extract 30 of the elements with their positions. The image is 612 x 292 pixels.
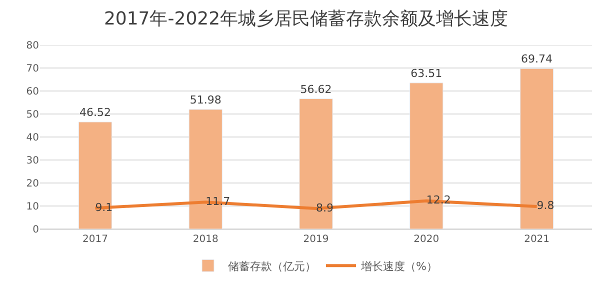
- x-tick-label: 2019: [303, 234, 329, 245]
- x-tick-label: 2020: [414, 234, 440, 245]
- bar: [299, 98, 333, 229]
- y-tick-label: 40: [26, 132, 39, 144]
- y-tick-label: 60: [26, 86, 39, 98]
- data-label: 51.98: [190, 93, 222, 106]
- y-tick-label: 30: [26, 156, 39, 166]
- bar: [520, 68, 554, 229]
- data-label: 69.74: [521, 52, 553, 66]
- x-tick-label: 2017: [82, 234, 108, 245]
- y-tick-label: 20: [26, 178, 39, 190]
- y-tick-label: 0: [32, 224, 39, 236]
- y-tick-label: 70: [26, 64, 39, 74]
- data-label: 56.62: [300, 82, 332, 96]
- y-tick-label: 10: [26, 202, 39, 212]
- bar: [78, 122, 112, 229]
- data-label: 12.2: [426, 194, 451, 207]
- data-label: 46.52: [79, 106, 111, 119]
- legend-label: 增长速度（%）: [360, 260, 438, 273]
- legend-label: 储蓄存款（亿元）: [228, 260, 316, 273]
- y-tick-label: 50: [26, 110, 39, 120]
- data-label: 9.8: [536, 199, 554, 212]
- x-tick-label: 2021: [524, 234, 550, 245]
- data-label: 63.51: [410, 66, 442, 80]
- chart-title: 2017年-2022年城乡居民储蓄存款余额及增长速度: [104, 8, 508, 30]
- data-label: 9.1: [95, 200, 113, 214]
- data-label: 11.7: [206, 194, 230, 208]
- y-tick-label: 80: [26, 40, 39, 52]
- x-tick-label: 2018: [192, 234, 218, 245]
- data-label: 8.9: [316, 201, 334, 214]
